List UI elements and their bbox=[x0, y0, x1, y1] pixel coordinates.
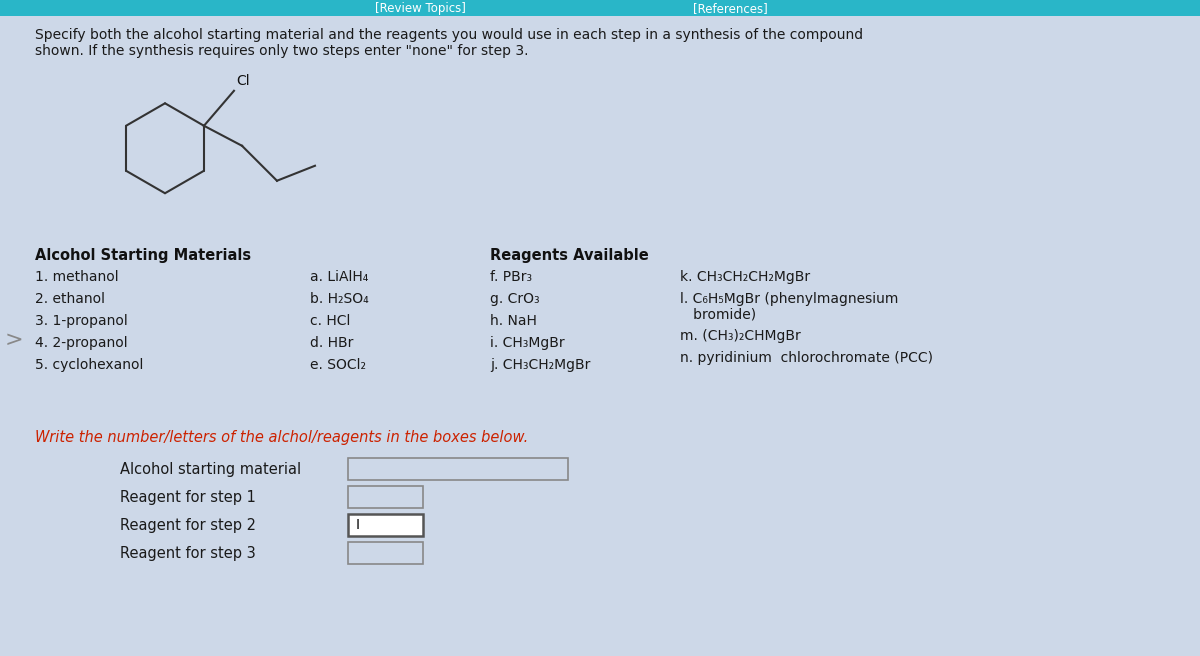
Text: >: > bbox=[5, 330, 24, 350]
Bar bbox=[348, 486, 424, 508]
Text: Specify both the alcohol starting material and the reagents you would use in eac: Specify both the alcohol starting materi… bbox=[35, 28, 863, 43]
Text: 2. ethanol: 2. ethanol bbox=[35, 292, 106, 306]
Bar bbox=[348, 542, 424, 564]
Text: j. CH₃CH₂MgBr: j. CH₃CH₂MgBr bbox=[490, 358, 590, 372]
Text: n. pyridinium  chlorochromate (PCC): n. pyridinium chlorochromate (PCC) bbox=[680, 351, 934, 365]
Text: Reagent for step 1: Reagent for step 1 bbox=[120, 489, 256, 504]
Text: k. CH₃CH₂CH₂MgBr: k. CH₃CH₂CH₂MgBr bbox=[680, 270, 810, 284]
Text: Alcohol starting material: Alcohol starting material bbox=[120, 462, 301, 477]
Text: 3. 1-propanol: 3. 1-propanol bbox=[35, 314, 127, 328]
Text: I: I bbox=[356, 518, 360, 532]
Text: Alcohol Starting Materials: Alcohol Starting Materials bbox=[35, 248, 251, 263]
Text: Write the number/letters of the alchol/reagents in the boxes below.: Write the number/letters of the alchol/r… bbox=[35, 430, 528, 445]
Text: b. H₂SO₄: b. H₂SO₄ bbox=[310, 292, 368, 306]
Bar bbox=[0, 1, 1200, 16]
Text: d. HBr: d. HBr bbox=[310, 336, 353, 350]
Text: 5. cyclohexanol: 5. cyclohexanol bbox=[35, 358, 143, 372]
Text: Reagents Available: Reagents Available bbox=[490, 248, 649, 263]
Text: Reagent for step 2: Reagent for step 2 bbox=[120, 518, 256, 533]
Text: shown. If the synthesis requires only two steps enter "none" for step 3.: shown. If the synthesis requires only tw… bbox=[35, 45, 528, 58]
Text: a. LiAlH₄: a. LiAlH₄ bbox=[310, 270, 368, 284]
Text: l. C₆H₅MgBr (phenylmagnesium: l. C₆H₅MgBr (phenylmagnesium bbox=[680, 292, 899, 306]
Text: Reagent for step 3: Reagent for step 3 bbox=[120, 546, 256, 561]
Text: c. HCl: c. HCl bbox=[310, 314, 350, 328]
Text: bromide): bromide) bbox=[680, 307, 756, 321]
Text: m. (CH₃)₂CHMgBr: m. (CH₃)₂CHMgBr bbox=[680, 329, 800, 343]
Text: 4. 2-propanol: 4. 2-propanol bbox=[35, 336, 127, 350]
Text: [References]: [References] bbox=[692, 2, 767, 15]
Text: e. SOCl₂: e. SOCl₂ bbox=[310, 358, 366, 372]
Text: [Review Topics]: [Review Topics] bbox=[374, 2, 466, 15]
Text: g. CrO₃: g. CrO₃ bbox=[490, 292, 540, 306]
Text: f. PBr₃: f. PBr₃ bbox=[490, 270, 532, 284]
Bar bbox=[348, 514, 424, 536]
Text: 1. methanol: 1. methanol bbox=[35, 270, 119, 284]
Text: h. NaH: h. NaH bbox=[490, 314, 536, 328]
Text: Cl: Cl bbox=[236, 73, 250, 88]
Bar bbox=[348, 458, 568, 480]
Text: i. CH₃MgBr: i. CH₃MgBr bbox=[490, 336, 565, 350]
